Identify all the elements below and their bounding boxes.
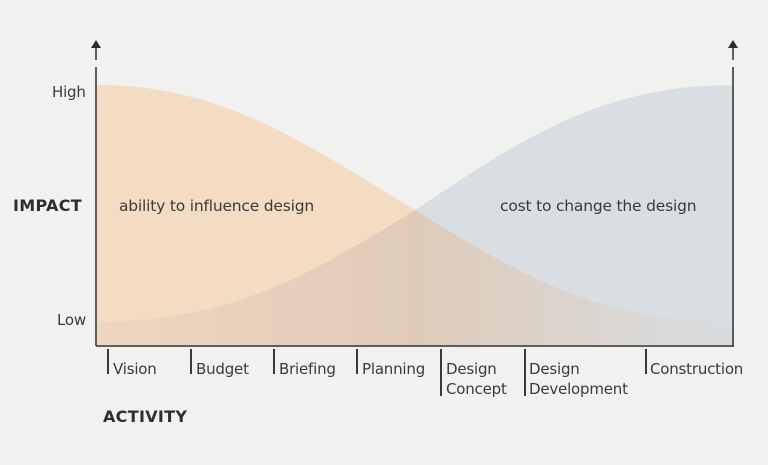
- cost-label: cost to change the design: [500, 197, 697, 215]
- activity-divider: [273, 349, 275, 374]
- activity-budget: Budget: [196, 360, 249, 378]
- activity-design-concept: Design Concept: [446, 360, 507, 398]
- activity-divider: [524, 349, 526, 396]
- arrow-up-icon: [728, 40, 738, 48]
- y-tick-low: Low: [57, 311, 86, 329]
- activity-design-development: Design Development: [529, 360, 628, 398]
- activity-divider: [645, 349, 647, 374]
- y-axis-title: IMPACT: [13, 196, 82, 215]
- activity-vision: Vision: [113, 360, 157, 378]
- activity-planning: Planning: [362, 360, 426, 378]
- activity-divider: [440, 349, 442, 396]
- x-axis-title: ACTIVITY: [103, 407, 188, 426]
- activity-divider: [190, 349, 192, 374]
- arrow-up-icon: [91, 40, 101, 48]
- activity-briefing: Briefing: [279, 360, 336, 378]
- influence-label: ability to influence design: [119, 197, 315, 215]
- y-tick-high: High: [52, 83, 86, 101]
- activity-divider: [107, 349, 109, 374]
- activity-construction: Construction: [650, 360, 744, 378]
- activity-divider: [356, 349, 358, 374]
